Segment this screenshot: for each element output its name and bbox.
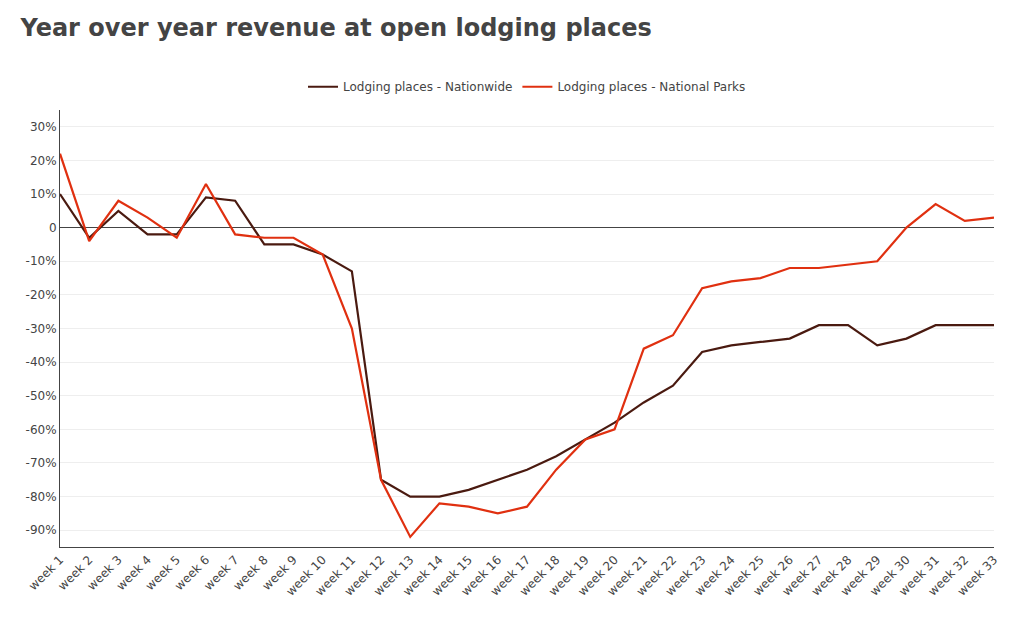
svg-text:week 2: week 2: [55, 553, 95, 593]
svg-text:week 15: week 15: [429, 553, 475, 599]
svg-text:week 31: week 31: [896, 553, 942, 599]
svg-text:week 32: week 32: [925, 553, 971, 599]
svg-text:week 1: week 1: [26, 553, 66, 593]
svg-text:week 19: week 19: [546, 553, 592, 599]
svg-text:week 30: week 30: [867, 553, 913, 599]
svg-text:week 17: week 17: [488, 553, 534, 599]
svg-text:-50%: -50%: [26, 389, 57, 403]
svg-text:10%: 10%: [30, 187, 57, 201]
svg-text:week 3: week 3: [84, 553, 124, 593]
svg-text:-70%: -70%: [26, 456, 57, 470]
svg-text:20%: 20%: [30, 154, 57, 168]
svg-text:week 4: week 4: [114, 553, 154, 593]
svg-text:-90%: -90%: [26, 523, 57, 537]
svg-text:week 20: week 20: [575, 553, 621, 599]
svg-text:week 33: week 33: [955, 553, 1001, 599]
svg-text:week 24: week 24: [692, 553, 738, 599]
svg-text:week 5: week 5: [143, 553, 183, 593]
svg-text:Year over year revenue at open: Year over year revenue at open lodging p…: [19, 14, 651, 42]
svg-text:-40%: -40%: [26, 355, 57, 369]
svg-text:-60%: -60%: [26, 423, 57, 437]
svg-text:week 14: week 14: [400, 553, 446, 599]
svg-text:week 12: week 12: [342, 553, 388, 599]
svg-text:week 26: week 26: [750, 553, 796, 599]
svg-text:-20%: -20%: [26, 288, 57, 302]
svg-text:week 16: week 16: [458, 553, 504, 599]
svg-text:Lodging places - National Park: Lodging places - National Parks: [557, 80, 745, 94]
svg-text:Lodging places - Nationwide: Lodging places - Nationwide: [343, 80, 512, 94]
svg-text:week 9: week 9: [260, 553, 300, 593]
svg-text:30%: 30%: [30, 120, 57, 134]
svg-text:week 11: week 11: [313, 553, 359, 599]
svg-text:week 13: week 13: [371, 553, 417, 599]
svg-text:week 27: week 27: [780, 553, 826, 599]
svg-text:week 25: week 25: [721, 553, 767, 599]
svg-text:0: 0: [49, 221, 57, 235]
svg-text:-30%: -30%: [26, 322, 57, 336]
svg-text:week 21: week 21: [604, 553, 650, 599]
svg-text:week 7: week 7: [201, 553, 241, 593]
svg-text:week 29: week 29: [838, 553, 884, 599]
svg-text:week 6: week 6: [172, 553, 212, 593]
svg-text:-80%: -80%: [26, 490, 57, 504]
svg-text:week 10: week 10: [283, 553, 329, 599]
svg-text:week 28: week 28: [809, 553, 855, 599]
svg-text:week 8: week 8: [230, 553, 270, 593]
svg-text:week 18: week 18: [517, 553, 563, 599]
svg-text:week 23: week 23: [663, 553, 709, 599]
svg-text:-10%: -10%: [26, 254, 57, 268]
svg-text:week 22: week 22: [634, 553, 680, 599]
